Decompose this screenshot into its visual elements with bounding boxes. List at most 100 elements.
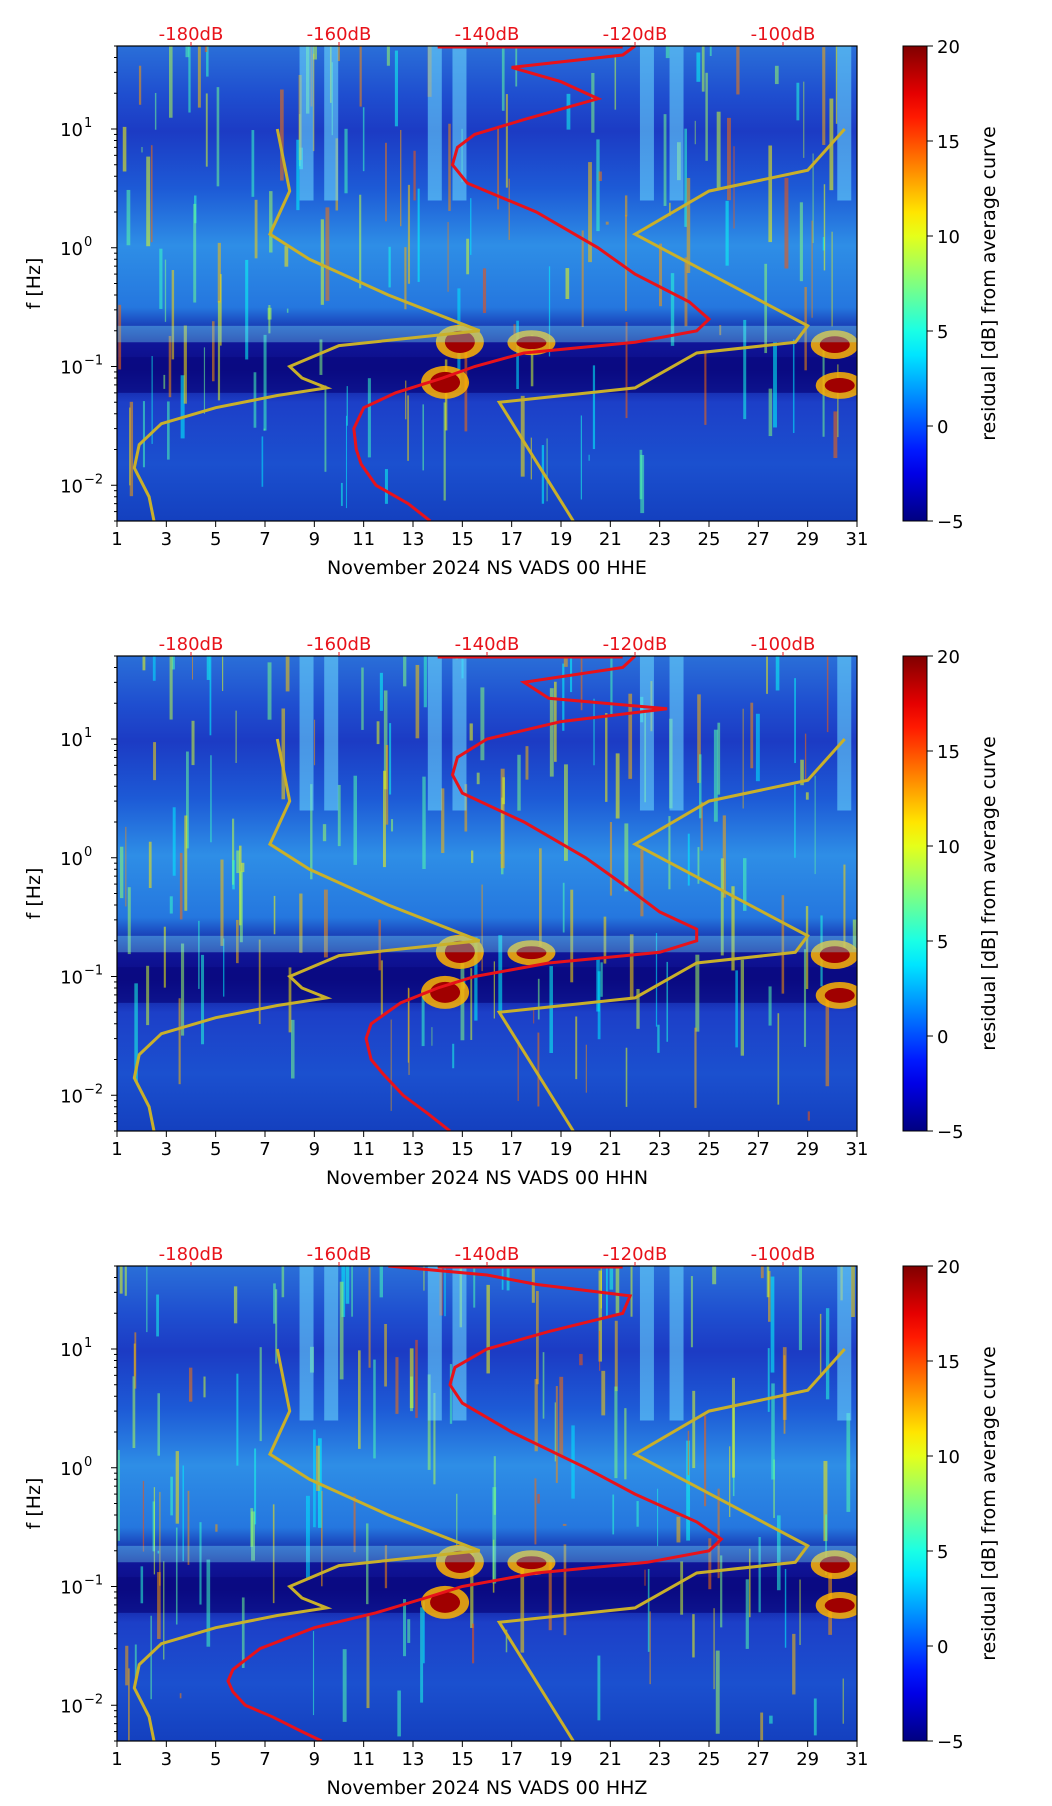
top-db-label: -140dB bbox=[455, 634, 520, 655]
spectral-streak bbox=[686, 178, 691, 274]
spectral-streak bbox=[549, 688, 554, 777]
spectral-streak bbox=[712, 1266, 717, 1285]
spectral-streak bbox=[565, 268, 570, 300]
spectral-streak bbox=[676, 1516, 681, 1543]
day-column bbox=[669, 46, 684, 201]
spectral-streak bbox=[715, 1650, 720, 1734]
spectral-streak bbox=[692, 1390, 696, 1469]
x-tick-label: 19 bbox=[550, 1139, 573, 1160]
spectral-streak bbox=[413, 150, 416, 201]
spectral-streak bbox=[167, 401, 170, 460]
spectral-streak bbox=[720, 858, 724, 956]
spectral-streak bbox=[713, 729, 718, 822]
spectral-streak bbox=[362, 107, 365, 172]
spectral-streak bbox=[470, 1553, 474, 1628]
spectral-streak bbox=[141, 146, 143, 153]
spectral-streak bbox=[630, 1266, 633, 1317]
spectral-streak bbox=[792, 1633, 796, 1695]
spectral-streak bbox=[580, 415, 583, 500]
spectral-streak bbox=[198, 920, 200, 989]
y-tick-base: 10 bbox=[60, 730, 83, 751]
spectral-streak bbox=[700, 801, 703, 851]
spectral-streak bbox=[814, 775, 816, 875]
spectral-streak bbox=[388, 246, 391, 288]
spectral-streak bbox=[592, 365, 596, 450]
spectral-streak bbox=[636, 988, 640, 1029]
spectral-streak bbox=[725, 200, 729, 266]
x-tick-label: 23 bbox=[648, 529, 671, 550]
spectral-streak bbox=[708, 1538, 712, 1590]
spectral-streak bbox=[126, 189, 131, 246]
y-tick-exponent: 1 bbox=[84, 1336, 92, 1351]
spectral-streak bbox=[826, 656, 829, 733]
x-tick-label: 21 bbox=[599, 529, 622, 550]
spectral-streak bbox=[395, 1357, 399, 1414]
y-tick-exponent: −2 bbox=[84, 1082, 103, 1097]
spectral-streak bbox=[588, 162, 592, 263]
spectral-streak bbox=[263, 334, 267, 431]
spectral-streak bbox=[603, 916, 607, 964]
spectral-streak bbox=[319, 339, 323, 375]
spectral-streak bbox=[205, 93, 208, 167]
spectral-streak bbox=[580, 656, 583, 711]
spectral-streak bbox=[686, 1440, 691, 1541]
x-tick-label: 5 bbox=[210, 1139, 221, 1160]
spectrogram-area bbox=[117, 46, 857, 521]
spectral-streak bbox=[384, 1323, 387, 1387]
top-db-label: -180dB bbox=[159, 24, 224, 45]
spectral-streak bbox=[220, 859, 224, 946]
spectral-streak bbox=[245, 259, 249, 360]
spectral-streak bbox=[615, 753, 620, 819]
spectral-streak bbox=[655, 932, 658, 1027]
spectral-streak bbox=[498, 935, 503, 1013]
x-tick-label: 7 bbox=[259, 1139, 270, 1160]
y-tick-base: 10 bbox=[60, 1340, 83, 1361]
spectral-streak bbox=[384, 1545, 388, 1589]
spectral-streak bbox=[482, 268, 487, 314]
model-curve-right bbox=[496, 1347, 846, 1741]
spectral-streak bbox=[600, 962, 603, 997]
spectral-streak bbox=[722, 815, 726, 898]
spectral-streak bbox=[380, 960, 383, 1015]
spectral-streak bbox=[127, 887, 131, 955]
spectral-streak bbox=[316, 1445, 320, 1491]
spectral-streak bbox=[344, 128, 348, 194]
spectral-streak bbox=[324, 385, 327, 472]
spectral-streak bbox=[417, 188, 420, 282]
y-tick-exponent: −1 bbox=[84, 964, 103, 979]
spectral-streak bbox=[150, 1615, 152, 1700]
y-tick-label: 10 bbox=[60, 476, 83, 497]
top-db-label: -100dB bbox=[751, 634, 816, 655]
spectral-streak bbox=[286, 308, 289, 313]
spectral-streak bbox=[636, 1501, 639, 1527]
spectral-streak bbox=[456, 1493, 458, 1546]
spectral-streak bbox=[133, 1343, 136, 1377]
spectral-streak bbox=[670, 273, 675, 346]
spectral-streak bbox=[481, 884, 483, 972]
y-axis-label: f [Hz] bbox=[23, 258, 45, 310]
spectral-streak bbox=[666, 961, 669, 1042]
spectral-streak bbox=[132, 1376, 136, 1448]
y-tick-exponent: 0 bbox=[84, 1455, 92, 1470]
spectral-streak bbox=[339, 1281, 344, 1380]
spectral-streak bbox=[644, 1569, 646, 1586]
spectral-streak bbox=[755, 713, 760, 782]
y-tick-exponent: −1 bbox=[84, 1574, 103, 1589]
spectral-streak bbox=[548, 1559, 552, 1631]
top-db-label: -140dB bbox=[455, 24, 520, 45]
spectral-streak bbox=[705, 72, 708, 161]
spectral-streak bbox=[624, 823, 629, 892]
spectral-streak bbox=[163, 374, 166, 389]
spectral-streak bbox=[733, 146, 735, 229]
spectral-streak bbox=[665, 46, 670, 59]
spectral-streak bbox=[403, 1599, 407, 1657]
spectral-streak bbox=[716, 111, 721, 190]
x-tick-label: 7 bbox=[259, 1749, 270, 1770]
x-tick-label: 15 bbox=[451, 1749, 474, 1770]
spectral-streak bbox=[717, 722, 721, 795]
spectral-streak bbox=[731, 886, 735, 971]
spectral-streak bbox=[385, 744, 389, 825]
spectral-streak bbox=[740, 959, 745, 1056]
spectral-streak bbox=[180, 375, 185, 439]
spectral-streak bbox=[290, 1019, 295, 1079]
